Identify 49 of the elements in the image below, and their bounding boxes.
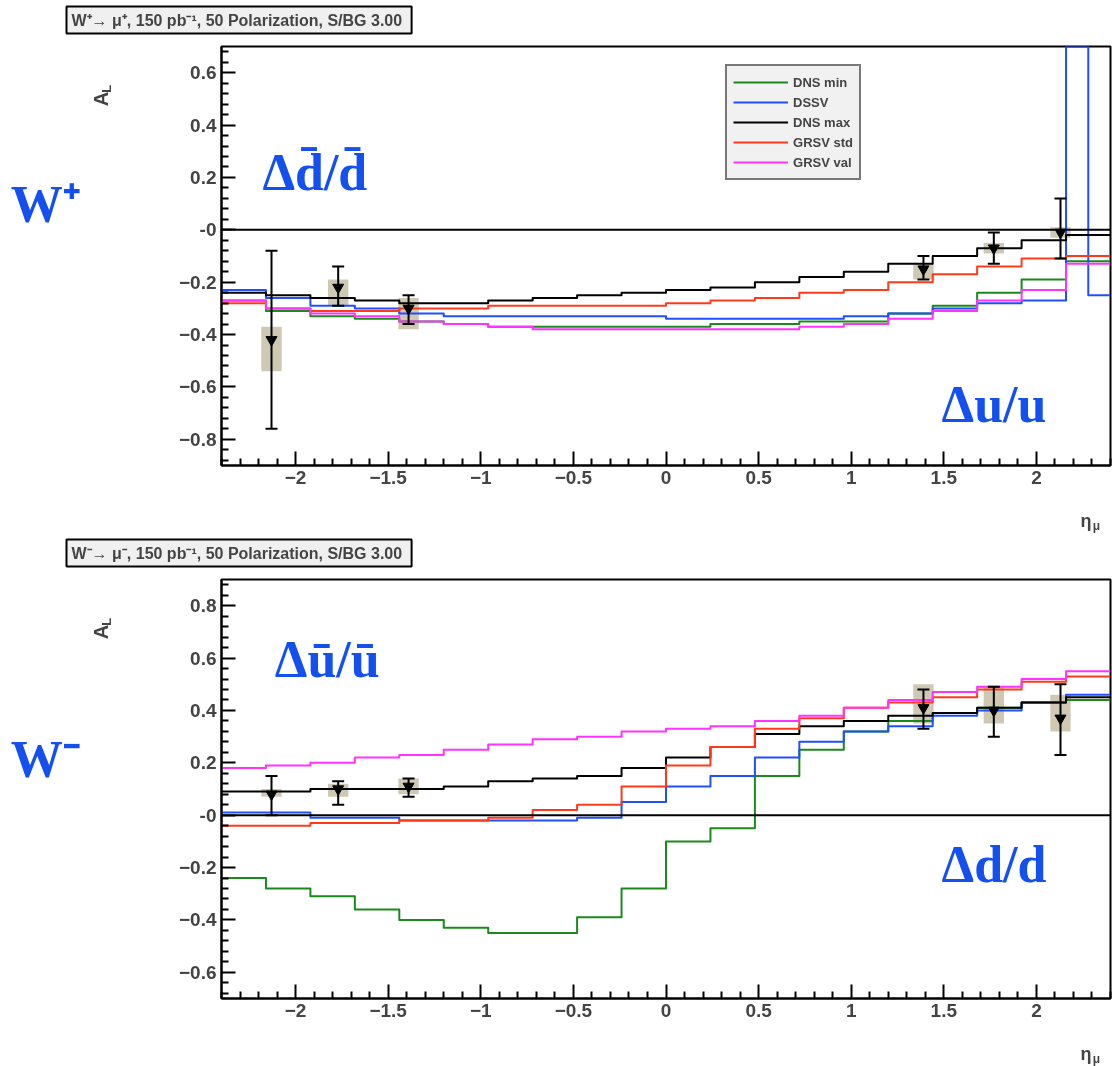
x-tick-label: 0 <box>660 466 672 488</box>
y-tick-label: −0.6 <box>178 961 217 983</box>
y-tick-label: 0.4 <box>190 699 217 721</box>
y-tick-label: −0.6 <box>178 376 217 398</box>
y-tick-label: -0 <box>199 804 217 826</box>
x-tick-label: 0.5 <box>745 999 773 1021</box>
y-axis-title: AL <box>89 84 115 107</box>
chart-title: W⁺→ μ⁺, 150 pb⁻¹, 50 Polarization, S/BG 3.00 <box>71 11 403 29</box>
x-tick-label: −0.5 <box>554 999 593 1021</box>
y-tick-label: −0.4 <box>178 909 217 931</box>
y-tick-label: -0 <box>199 219 217 241</box>
legend-label: DSSV <box>793 94 829 110</box>
y-tick-label: 0.4 <box>190 114 217 136</box>
x-tick-label: 0.5 <box>745 466 773 488</box>
x-tick-label: −1.5 <box>369 999 408 1021</box>
chart-title: W⁻→ μ⁻, 150 pb⁻¹, 50 Polarization, S/BG 3.00 <box>71 544 403 562</box>
x-tick-label: 1 <box>845 999 857 1021</box>
y-tick-label: 0.6 <box>190 647 217 669</box>
legend-label: DNS max <box>793 114 851 130</box>
y-tick-label: 0.2 <box>190 752 217 774</box>
x-tick-label: 1.5 <box>930 999 958 1021</box>
y-tick-label: −0.2 <box>178 271 217 293</box>
y-tick-label: −0.2 <box>178 857 217 879</box>
x-tick-label: 1 <box>845 466 857 488</box>
legend-label: GRSV std <box>793 134 854 150</box>
y-tick-label: 0.2 <box>190 166 217 188</box>
annotation: Δd̄/d̄ <box>262 143 368 201</box>
text: W⁻ <box>10 731 81 789</box>
x-tick-label: 2 <box>1031 999 1042 1021</box>
x-tick-label: 2 <box>1031 466 1042 488</box>
annotation: Δu/u <box>941 375 1047 433</box>
x-tick-label: −0.5 <box>554 466 593 488</box>
y-axis-title: AL <box>89 617 115 640</box>
x-tick-label: −2 <box>284 999 307 1021</box>
y-tick-label: −0.8 <box>178 428 217 450</box>
y-tick-label: 0.8 <box>190 595 217 617</box>
legend-label: DNS min <box>793 74 848 90</box>
x-tick-label: 1.5 <box>930 466 958 488</box>
text: W⁺ <box>10 175 81 233</box>
legend-label: GRSV val <box>793 154 852 170</box>
annotation: Δū/ū <box>274 630 380 688</box>
annotation: Δd/d <box>941 835 1047 893</box>
x-tick-label: −1.5 <box>369 466 408 488</box>
x-tick-label: −1 <box>469 999 493 1021</box>
y-tick-label: 0.6 <box>190 62 217 84</box>
x-tick-label: 0 <box>660 999 672 1021</box>
x-tick-label: −1 <box>469 466 493 488</box>
x-tick-label: −2 <box>284 466 307 488</box>
y-tick-label: −0.4 <box>178 324 217 346</box>
